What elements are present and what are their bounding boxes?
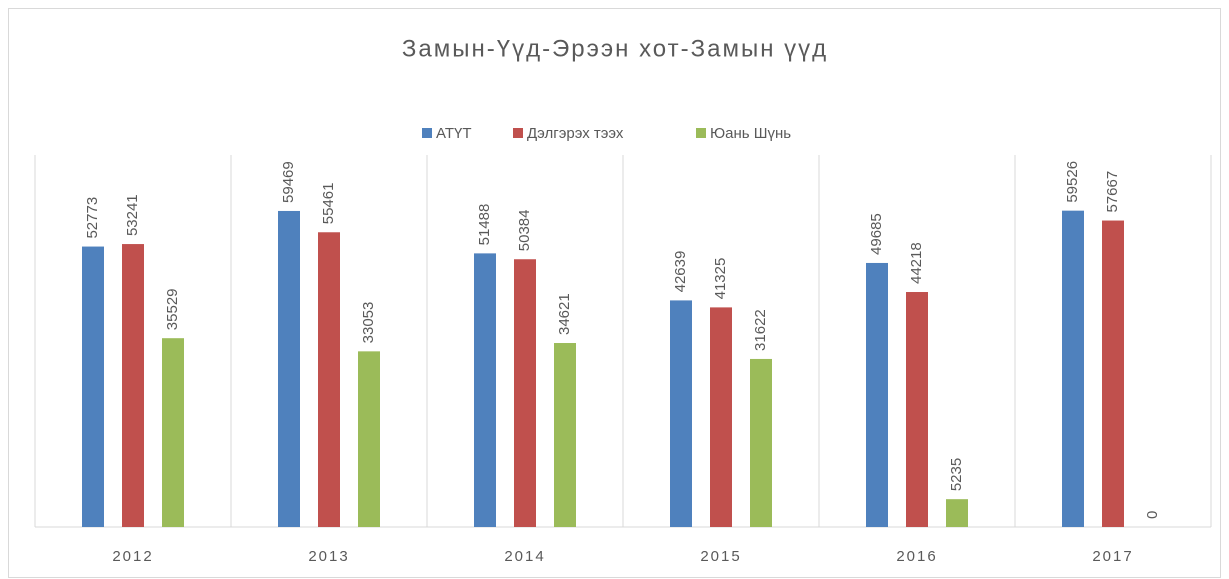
bar [82,246,104,527]
bar [1062,210,1084,527]
bar [554,343,576,527]
value-label: 42639 [672,251,689,293]
chart-frame [8,8,1221,578]
value-label: 51488 [476,204,493,246]
x-tick-label: 2016 [896,548,937,565]
bar [474,253,496,527]
value-label: 33053 [360,302,377,344]
bar [122,244,144,527]
x-tick-label: 2013 [308,548,349,565]
value-label: 52773 [84,197,101,239]
value-label: 55461 [320,183,337,225]
legend-label: Юань Шүнь [710,125,791,142]
value-label: 31622 [752,309,769,351]
value-label: 0 [1144,511,1161,519]
value-label: 59526 [1064,161,1081,203]
value-label: 34621 [556,293,573,335]
bar [1102,220,1124,528]
bar [278,210,300,528]
legend-swatch [422,128,432,138]
value-label: 57667 [1104,171,1121,213]
value-label: 59469 [280,161,297,203]
x-tick-label: 2014 [504,548,545,565]
value-label: 44218 [908,242,925,284]
value-label: 53241 [124,194,141,236]
legend-label: Дэлгэрэх тээх [527,125,624,142]
value-label: 41325 [712,258,729,300]
bar [162,338,184,527]
bar [866,262,888,527]
chart-title: Замын-Үүд-Эрээн хот-Замын үүд [402,35,828,62]
x-tick-label: 2015 [700,548,741,565]
x-tick-label: 2012 [112,548,153,565]
bar [750,358,772,527]
legend-swatch [696,128,706,138]
bar [710,307,732,527]
bar [946,499,968,527]
value-label: 5235 [948,458,965,491]
bar [514,259,536,527]
bar [358,351,380,527]
value-label: 35529 [164,288,181,330]
x-tick-label: 2017 [1092,548,1133,565]
value-label: 50384 [516,210,533,252]
value-label: 49685 [868,213,885,255]
legend-swatch [513,128,523,138]
bar [906,292,928,527]
bar [318,232,340,527]
legend-label: АТҮТ [436,125,472,142]
bar [670,300,692,527]
